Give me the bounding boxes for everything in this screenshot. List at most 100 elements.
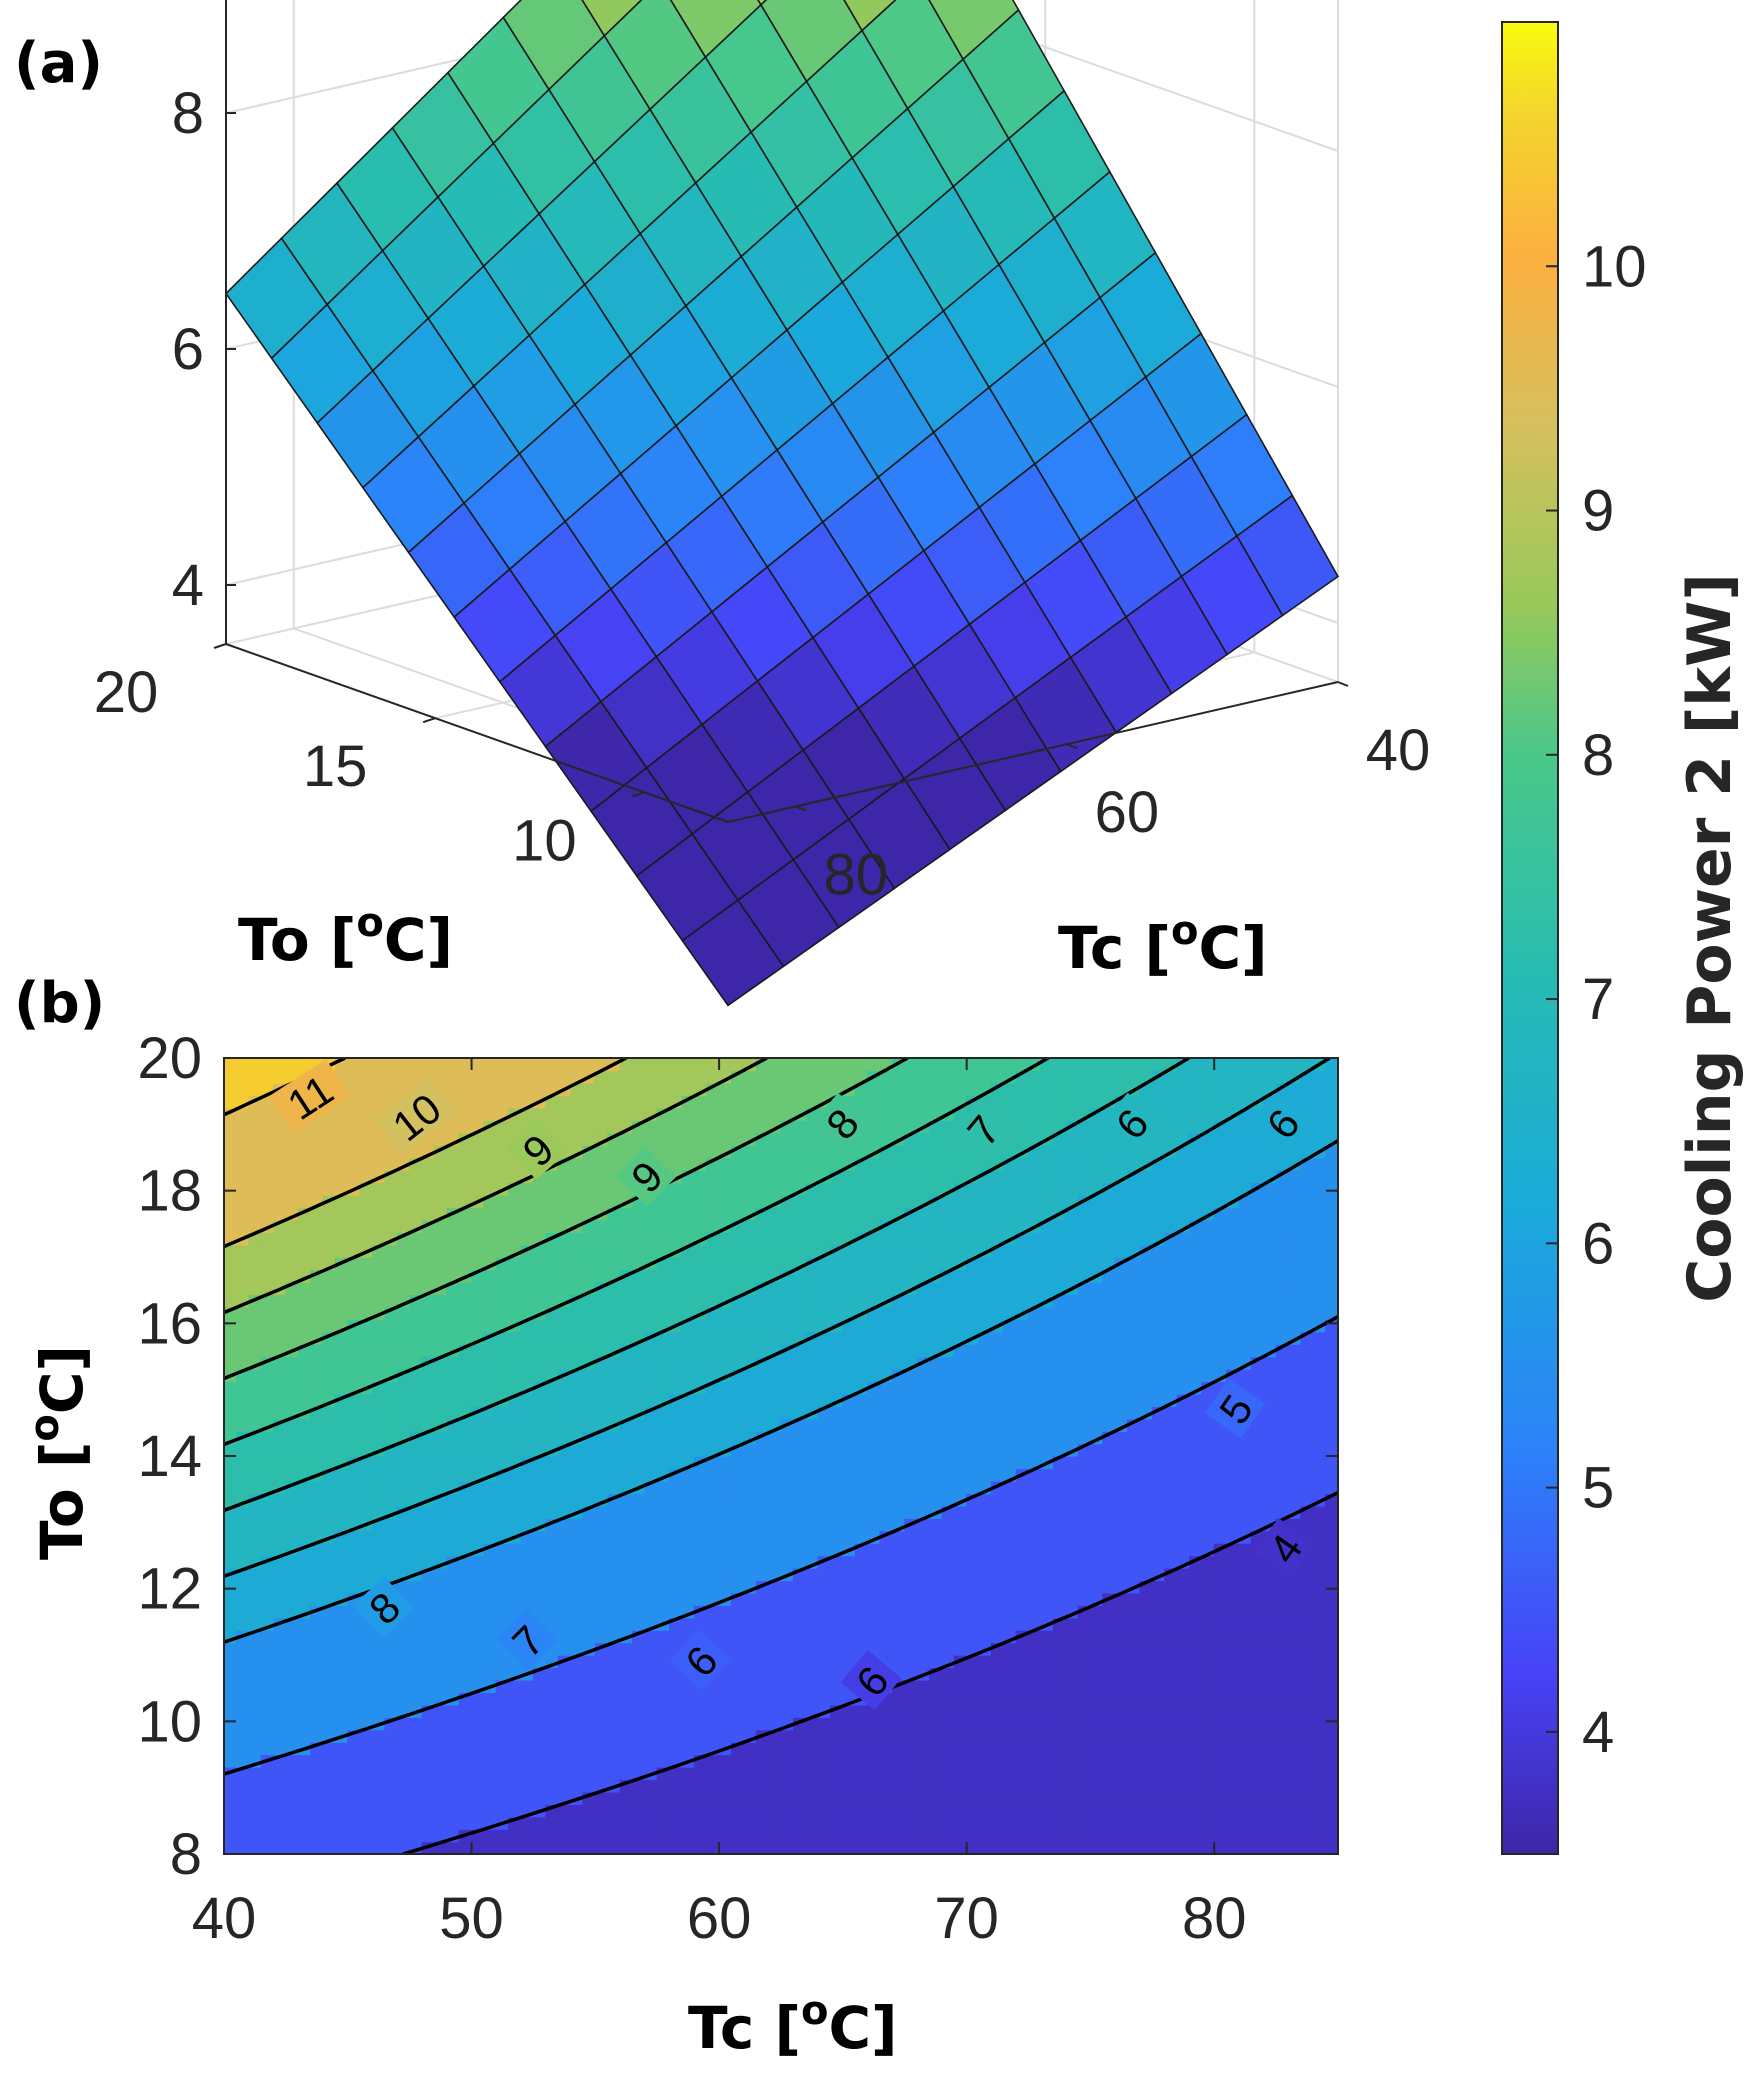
contour-cell — [347, 1107, 361, 1121]
contour-cell — [310, 1343, 324, 1358]
contour-cell — [990, 1455, 1005, 1470]
contour-cell — [1065, 1430, 1079, 1445]
contour-cell — [248, 1642, 262, 1656]
contour-cell — [1102, 1704, 1116, 1718]
contour-cell — [421, 1741, 436, 1756]
contour-cell — [607, 1517, 621, 1532]
contour-cell — [755, 1816, 770, 1830]
contour-cell — [384, 1455, 398, 1470]
contour-cell — [1052, 1194, 1067, 1208]
contour-cell — [384, 1281, 398, 1296]
contour-cell — [656, 1754, 671, 1768]
contour-cell — [780, 1592, 795, 1606]
contour-cell — [1139, 1231, 1154, 1246]
contour-cell — [805, 1132, 819, 1146]
contour-cell — [557, 1828, 572, 1843]
contour-cell — [433, 1567, 448, 1582]
contour-cell — [248, 1368, 262, 1383]
contour-cell — [334, 1766, 349, 1781]
contour-cell — [904, 1492, 918, 1507]
contour-cell — [322, 1455, 337, 1470]
contour-cell — [929, 1766, 943, 1781]
contour-cell — [644, 1555, 658, 1569]
contour-cell — [1114, 1691, 1129, 1706]
contour-cell — [941, 1592, 955, 1606]
contour-cell — [224, 1704, 238, 1718]
contour-cell — [1139, 1604, 1154, 1619]
contour-cell — [1089, 1119, 1104, 1134]
contour-cell — [1089, 1716, 1104, 1731]
contour-cell — [718, 1542, 733, 1557]
contour-cell — [780, 1368, 795, 1383]
contour-cell — [1089, 1343, 1104, 1358]
contour-cell — [235, 1380, 250, 1395]
contour-cell — [842, 1530, 856, 1544]
contour-cell — [792, 1318, 807, 1333]
contour-cell — [285, 1244, 299, 1258]
contour-cell — [916, 1704, 931, 1718]
contour-cell — [1003, 1816, 1017, 1830]
contour-cell — [1089, 1791, 1104, 1805]
contour-cell — [805, 1194, 819, 1208]
contour-cell — [396, 1480, 411, 1495]
contour-cell — [929, 1778, 943, 1793]
contour-cell — [495, 1194, 510, 1208]
contour-cell — [904, 1443, 918, 1457]
contour-cell — [557, 1058, 572, 1072]
contour-cell — [260, 1443, 275, 1457]
contour-cell — [582, 1778, 597, 1793]
contour-cell — [446, 1467, 460, 1482]
contour-cell — [730, 1766, 745, 1781]
contour-cell — [235, 1691, 250, 1706]
contour-cell — [372, 1356, 386, 1370]
contour-cell — [446, 1069, 460, 1084]
contour-cell — [879, 1318, 894, 1333]
contour-cell — [235, 1306, 250, 1320]
contour-cell — [384, 1268, 398, 1283]
contour-cell — [854, 1791, 869, 1805]
contour-cell — [471, 1492, 485, 1507]
contour-cell — [594, 1244, 609, 1258]
contour-cell — [792, 1505, 807, 1519]
contour-cell — [1077, 1841, 1092, 1854]
contour-cell — [359, 1803, 374, 1818]
contour-cell — [990, 1766, 1005, 1781]
contour-cell — [743, 1393, 757, 1407]
contour-cell — [433, 1293, 448, 1308]
contour-cell — [372, 1293, 386, 1308]
contour-cell — [347, 1530, 361, 1544]
contour-cell — [347, 1069, 361, 1084]
contour-cell — [867, 1430, 881, 1445]
contour-cell — [310, 1206, 324, 1221]
contour-cell — [458, 1318, 473, 1333]
contour-cell — [990, 1393, 1005, 1407]
contour-cell — [966, 1455, 980, 1470]
contour-cell — [520, 1331, 535, 1345]
contour-cell — [1077, 1579, 1092, 1594]
contour-cell — [557, 1281, 572, 1296]
contour-cell — [273, 1828, 287, 1843]
contour-cell — [1040, 1778, 1055, 1793]
contour-cell — [471, 1654, 485, 1669]
contour-cell — [805, 1505, 819, 1519]
contour-cell — [557, 1256, 572, 1271]
contour-cell — [421, 1244, 436, 1258]
contour-cell — [532, 1828, 547, 1843]
contour-cell — [656, 1828, 671, 1843]
contour-cell — [990, 1791, 1005, 1805]
contour-cell — [966, 1069, 980, 1084]
contour-cell — [1003, 1219, 1017, 1233]
contour-cell — [730, 1778, 745, 1793]
contour-cell — [285, 1803, 299, 1818]
contour-cell — [1003, 1642, 1017, 1656]
contour-cell — [830, 1828, 844, 1843]
contour-cell — [929, 1058, 943, 1072]
contour-cell — [483, 1219, 498, 1233]
contour-cell — [582, 1455, 597, 1470]
contour-cell — [594, 1455, 609, 1470]
contour-cell — [372, 1281, 386, 1296]
contour-cell — [743, 1455, 757, 1470]
contour-cell — [285, 1530, 299, 1544]
contour-cell — [1065, 1268, 1079, 1283]
contour-cell — [1015, 1418, 1030, 1432]
